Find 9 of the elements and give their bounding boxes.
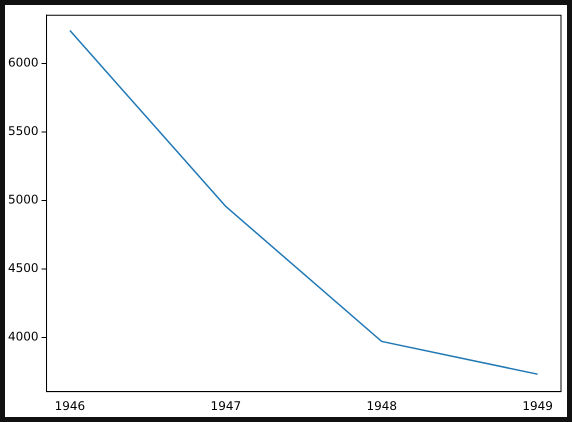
x-tick-label: 1948 xyxy=(366,398,397,413)
x-tick-label: 1946 xyxy=(54,398,86,413)
x-tick-label: 1947 xyxy=(210,398,242,413)
x-tick-label: 1949 xyxy=(522,398,553,413)
y-tick-label: 4000 xyxy=(8,329,39,344)
y-tick-label: 6000 xyxy=(8,55,39,70)
y-tick-label: 4500 xyxy=(8,260,39,275)
y-tick-label: 5000 xyxy=(8,192,39,206)
y-tick-label: 5500 xyxy=(8,124,39,138)
